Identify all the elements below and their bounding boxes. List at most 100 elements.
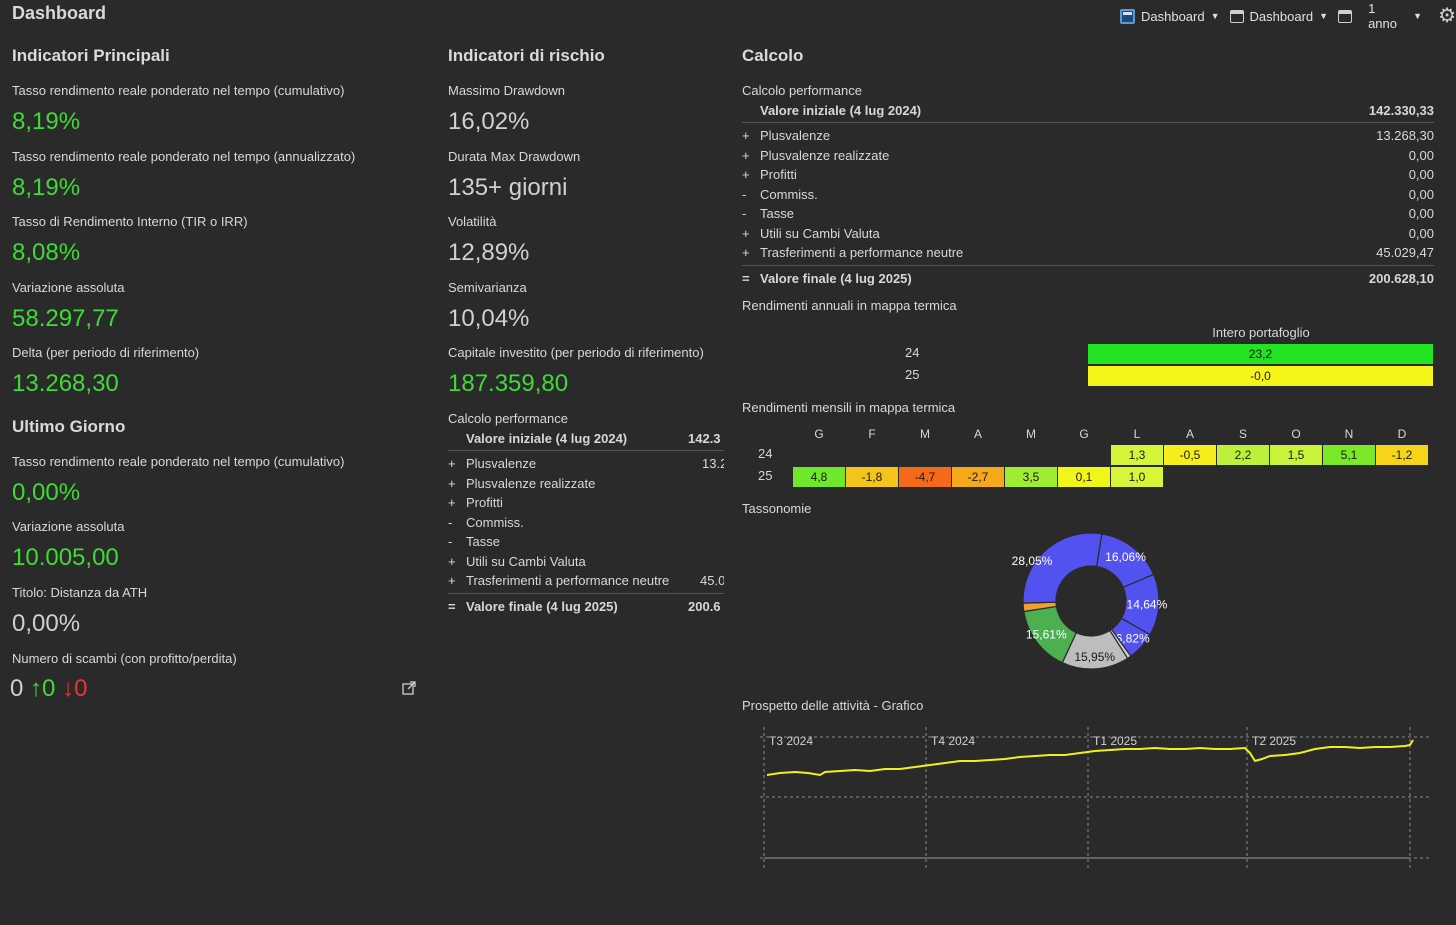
perf-row-final: = Valore finale (4 lug 2025) 200.628,10 <box>742 269 1434 287</box>
perf-row: - Commiss. <box>448 513 524 531</box>
activity-chart-title: Prospetto delle attività - Grafico <box>742 698 924 713</box>
chevron-down-icon: ▼ <box>1413 11 1423 21</box>
kpi-value: 10,04% <box>448 305 530 332</box>
perf-sym: + <box>448 475 456 491</box>
perf-row: + Profitti 0,00 <box>742 165 1434 183</box>
kpi-label: Semivarianza <box>448 280 527 295</box>
perf-value: 0,00 <box>1408 225 1434 241</box>
perf-label: Utili su Cambi Valuta <box>466 553 586 569</box>
divider <box>742 122 1434 123</box>
perf-label: Trasferimenti a performance neutre <box>466 572 670 588</box>
annual-heatmap-cell: -0,0 <box>1088 366 1434 386</box>
perf-row: - Tasse 0,00 <box>742 204 1434 222</box>
month-header: M <box>920 427 930 441</box>
new-window-button[interactable] <box>1338 9 1358 23</box>
month-header: O <box>1291 427 1301 441</box>
perf-row: + Plusvalenze realizzate 0,00 <box>742 146 1434 164</box>
perf-value: 142.330,33 <box>1368 102 1434 118</box>
month-header: A <box>1185 427 1194 441</box>
kpi-value: 8,08% <box>12 239 81 266</box>
donut-slice-label: 6,82% <box>1116 631 1150 645</box>
kpi-label: Variazione assoluta <box>12 519 125 534</box>
gear-icon[interactable]: ⚙ <box>1438 5 1456 27</box>
perf-label: Plusvalenze realizzate <box>760 147 890 163</box>
last-day-title: Ultimo Giorno <box>12 417 126 436</box>
kpi-label: Volatilità <box>448 214 497 229</box>
chevron-down-icon: ▼ <box>1319 11 1329 21</box>
monthly-heatmap-year: 25 <box>758 468 773 483</box>
perf-row: + Utili su Cambi Valuta 0,00 <box>742 224 1434 242</box>
perf-label: Valore iniziale (4 lug 2024) <box>760 102 922 118</box>
kpi-value: 16,02% <box>448 108 530 135</box>
perf-label: Plusvalenze realizzate <box>466 475 596 491</box>
dashboard-select-2[interactable]: Dashboard ▼ <box>1229 8 1329 24</box>
calc-title: Calcolo <box>742 46 804 65</box>
month-header: G <box>814 427 824 441</box>
dashboard-select-2-label: Dashboard <box>1249 8 1314 24</box>
trades-count: 0 ↑0 ↓0 <box>10 675 87 703</box>
perf-label: Profitti <box>466 494 503 510</box>
perf-value: 200.6 <box>688 598 721 614</box>
kpi-label: Tasso rendimento reale ponderato nel tem… <box>12 149 356 164</box>
perf-sym: - <box>448 514 453 530</box>
perf-label: Commiss. <box>760 186 818 202</box>
trades-up: ↑0 <box>30 675 56 702</box>
monthly-heatmap-cell: -1,8 <box>846 467 899 487</box>
perf-label: Profitti <box>760 166 797 182</box>
activity-line-chart: T3 2024 T4 2024 T1 2025 T2 2025 <box>760 727 1430 870</box>
perf-label: Tasse <box>466 533 500 549</box>
perf-label: Commiss. <box>466 514 524 530</box>
calc-mid-title: Calcolo performance <box>448 411 568 426</box>
perf-sym: + <box>742 127 750 143</box>
period-select[interactable]: 1 anno ▼ <box>1368 1 1422 31</box>
quarter-label: T4 2024 <box>931 734 975 748</box>
chevron-down-icon: ▼ <box>1210 11 1220 21</box>
kpi-value: 135+ giorni <box>448 174 568 201</box>
kpi-value: 8,19% <box>12 108 81 135</box>
perf-row: + Profitti <box>448 493 503 511</box>
monthly-heatmap-cell: -4,7 <box>899 467 952 487</box>
kpi-label: Tasso rendimento reale ponderato nel tem… <box>12 83 345 98</box>
monthly-heatmap-cell: 3,5 <box>1005 467 1058 487</box>
taxonomy-title: Tassonomie <box>742 501 812 516</box>
perf-row-initial: Valore iniziale (4 lug 2024) 142.330,33 <box>742 101 1434 119</box>
monthly-heatmap-cell: 1,5 <box>1270 445 1323 465</box>
donut-slice-label: 14,64% <box>1127 597 1168 611</box>
perf-sym: + <box>448 553 456 569</box>
kpi-label: Delta (per periodo di riferimento) <box>12 345 200 360</box>
portfolio-value-line <box>766 739 1414 777</box>
perf-label: Utili su Cambi Valuta <box>760 225 880 241</box>
kpi-label: Variazione assoluta <box>12 280 125 295</box>
monthly-heatmap-year: 24 <box>758 446 773 461</box>
kpi-label: Capitale investito (per periodo di rifer… <box>448 345 704 360</box>
monthly-heatmap-cell: 0,1 <box>1058 467 1111 487</box>
monthly-heatmap-cell: 5,1 <box>1323 445 1376 465</box>
annual-heatmap-column: Intero portafoglio <box>1212 325 1310 340</box>
perf-row: + Plusvalenze 13.2 <box>448 454 724 472</box>
perf-label: Valore finale (4 lug 2025) <box>466 598 618 614</box>
donut-slice-label: 15,61% <box>1026 628 1067 642</box>
perf-sym: - <box>742 205 747 221</box>
divider <box>742 265 1434 266</box>
month-header: D <box>1397 427 1407 441</box>
dashboard-select-1[interactable]: Dashboard ▼ <box>1120 8 1220 24</box>
chart-grid <box>760 727 1430 870</box>
monthly-heatmap-cell: 1,3 <box>1111 445 1164 465</box>
annual-heatmap-year: 25 <box>905 367 920 382</box>
taxonomy-donut-chart: 16,06% 14,64% 6,82%15,95% 15,61% 28,05% <box>1012 532 1168 670</box>
trades-total: 0 <box>10 675 24 702</box>
trades-down: ↓0 <box>62 675 88 702</box>
perf-value: 45.0 <box>700 572 724 588</box>
perf-sym: + <box>448 572 456 588</box>
calc-subtitle: Calcolo performance <box>742 83 862 98</box>
perf-sym: + <box>742 225 750 241</box>
perf-row: + Trasferimenti a performance neutre 45.… <box>448 571 724 589</box>
main-indicators-title: Indicatori Principali <box>12 46 170 65</box>
perf-row-initial: Valore iniziale (4 lug 2024) 142.3 <box>448 429 724 447</box>
perf-label: Valore finale (4 lug 2025) <box>760 270 912 286</box>
new-window-icon <box>1338 9 1353 23</box>
risk-title: Indicatori di rischio <box>448 46 605 65</box>
app-title: Dashboard <box>12 3 107 23</box>
perf-sym: + <box>742 244 750 260</box>
external-link-icon[interactable] <box>402 681 416 695</box>
